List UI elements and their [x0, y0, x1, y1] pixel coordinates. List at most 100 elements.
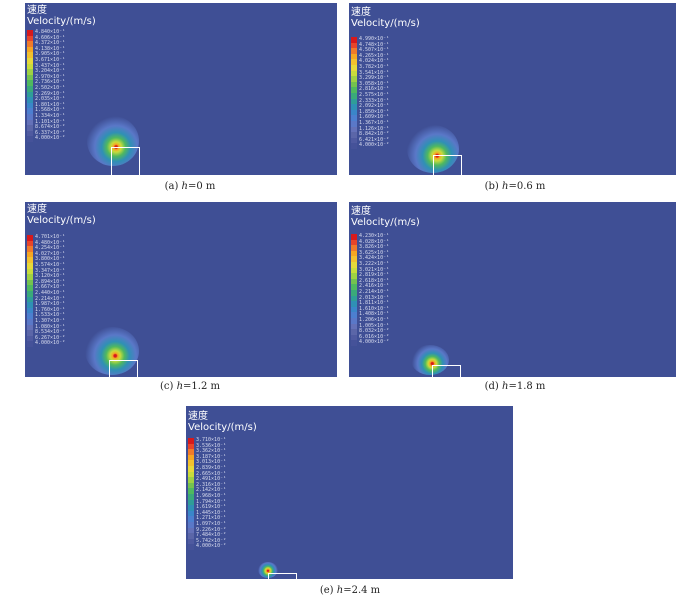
legend-swatch — [351, 64, 357, 71]
legend-swatch — [27, 335, 33, 342]
legend-swatch — [351, 289, 357, 296]
legend-swatch — [188, 505, 194, 511]
legend-swatch — [27, 102, 33, 109]
legend-value: 4.748×10⁻¹ — [359, 41, 390, 48]
legend-swatch — [27, 318, 33, 325]
legend-swatch — [27, 330, 33, 336]
legend-value: 1.408×10⁻¹ — [359, 311, 390, 318]
legend-value: 3.204×10⁻¹ — [35, 68, 66, 75]
legend-swatch — [27, 341, 33, 347]
legend-value: 6.337×10⁻² — [35, 129, 66, 136]
legend-value: 2.440×10⁻¹ — [35, 289, 66, 296]
obstacle-box — [111, 147, 140, 175]
legend-value: 2.618×10⁻¹ — [359, 277, 390, 284]
contour-panel-e: 速度 Velocity/(m/s) 3.710×10⁻¹ 3.536×10⁻¹ 3.… — [186, 406, 513, 579]
legend-value: 2.819×10⁻¹ — [359, 272, 390, 279]
legend-swatch — [188, 443, 194, 450]
legend-value: 3.541×10⁻¹ — [359, 69, 390, 76]
caption-b: (b) h=0.6 m — [484, 181, 546, 192]
legend-value: 3.222×10⁻¹ — [359, 260, 390, 267]
legend-value: 3.299×10⁻¹ — [359, 75, 390, 82]
legend-swatch — [27, 69, 33, 75]
legend-swatch — [351, 245, 357, 251]
legend-value: 3.120×10⁻¹ — [35, 273, 66, 280]
legend-value: 1.801×10⁻¹ — [35, 101, 66, 108]
legend-swatch — [188, 499, 194, 506]
legend-swatch — [27, 41, 33, 47]
legend-value: 8.032×10⁻² — [359, 328, 390, 335]
legend-swatch — [351, 137, 357, 144]
legend-swatch — [27, 35, 33, 42]
legend-value: 1.568×10⁻¹ — [35, 107, 66, 114]
legend-value: 1.097×10⁻¹ — [196, 520, 227, 527]
legend-swatch — [188, 488, 194, 494]
legend-value: 4.000×10⁻² — [35, 135, 66, 142]
legend-value: 4.254×10⁻¹ — [35, 245, 66, 252]
legend-swatch — [27, 130, 33, 137]
obstacle-box — [268, 573, 297, 579]
legend-swatch — [351, 284, 357, 290]
legend-value: 3.800×10⁻¹ — [35, 256, 66, 263]
legend-swatch — [351, 234, 357, 240]
legend-swatch — [188, 438, 194, 444]
legend-swatch — [188, 471, 194, 478]
legend-swatch — [188, 477, 194, 483]
legend-value: 4.000×10⁻² — [359, 142, 390, 149]
legend-value: 4.480×10⁻¹ — [35, 239, 66, 246]
legend-swatch — [351, 115, 357, 121]
legend-title-en: Velocity/(m/s) — [351, 217, 420, 228]
legend-swatch — [27, 290, 33, 297]
legend-swatch — [351, 132, 357, 138]
legend-swatch — [27, 46, 33, 53]
legend-swatch — [188, 460, 194, 466]
legend-title: 速度 Velocity/(m/s) — [188, 411, 257, 433]
legend-title-en: Velocity/(m/s) — [188, 422, 257, 433]
legend-swatch — [27, 274, 33, 280]
legend-swatch — [188, 538, 194, 545]
legend-swatch — [188, 465, 194, 472]
legend-title: 速度 Velocity/(m/s) — [351, 206, 420, 228]
contour-panel-a: 速度 Velocity/(m/s) 4.840×10⁻¹ 4.606×10⁻¹ 4.… — [25, 3, 337, 175]
legend-swatch — [27, 85, 33, 92]
legend-value: 3.347×10⁻¹ — [35, 267, 66, 274]
legend-title-cn: 速度 — [351, 206, 371, 217]
legend-swatch — [27, 74, 33, 81]
legend-swatch — [351, 239, 357, 246]
obstacle-box — [109, 360, 138, 377]
legend-swatch — [27, 30, 33, 36]
legend-swatch — [351, 273, 357, 279]
legend-value: 2.214×10⁻¹ — [359, 288, 390, 295]
legend-value: 2.839×10⁻¹ — [196, 464, 227, 471]
legend-value: 1.533×10⁻¹ — [35, 312, 66, 319]
legend-swatch — [27, 108, 33, 114]
legend-swatch — [27, 136, 33, 142]
legend-value: 6.421×10⁻² — [359, 136, 390, 143]
legend-value: 2.491×10⁻¹ — [196, 476, 227, 483]
velocity-plume — [258, 562, 278, 578]
legend-value: 1.760×10⁻¹ — [35, 306, 66, 313]
legend-swatch — [27, 307, 33, 314]
legend-title-en: Velocity/(m/s) — [351, 18, 420, 29]
legend-value: 1.445×10⁻¹ — [196, 509, 227, 516]
legend-swatch — [351, 92, 357, 99]
legend-value: 2.736×10⁻¹ — [35, 79, 66, 86]
legend-swatch — [351, 301, 357, 307]
legend-swatch — [351, 323, 357, 330]
legend-value: 4.990×10⁻¹ — [359, 36, 390, 42]
legend-value: 3.536×10⁻¹ — [196, 442, 227, 449]
legend-value: 2.316×10⁻¹ — [196, 481, 227, 488]
legend-value: 2.665×10⁻¹ — [196, 470, 227, 477]
legend-value: 4.000×10⁻² — [35, 340, 66, 347]
legend-value: 1.811×10⁻¹ — [359, 300, 390, 307]
legend-value: 8.842×10⁻² — [359, 131, 390, 138]
legend-value: 2.269×10⁻¹ — [35, 90, 66, 97]
legend-value: 1.271×10⁻¹ — [196, 515, 227, 522]
legend-title-cn: 速度 — [351, 7, 371, 18]
contour-panel-d: 速度 Velocity/(m/s) 4.230×10⁻¹ 4.028×10⁻¹ 3.… — [349, 202, 676, 377]
legend-swatch — [27, 91, 33, 98]
legend-value: 3.671×10⁻¹ — [35, 56, 66, 63]
legend-swatch — [27, 97, 33, 103]
legend-swatch — [27, 302, 33, 308]
legend-value: 8.534×10⁻² — [35, 329, 66, 336]
legend-value: 4.507×10⁻¹ — [359, 47, 390, 54]
